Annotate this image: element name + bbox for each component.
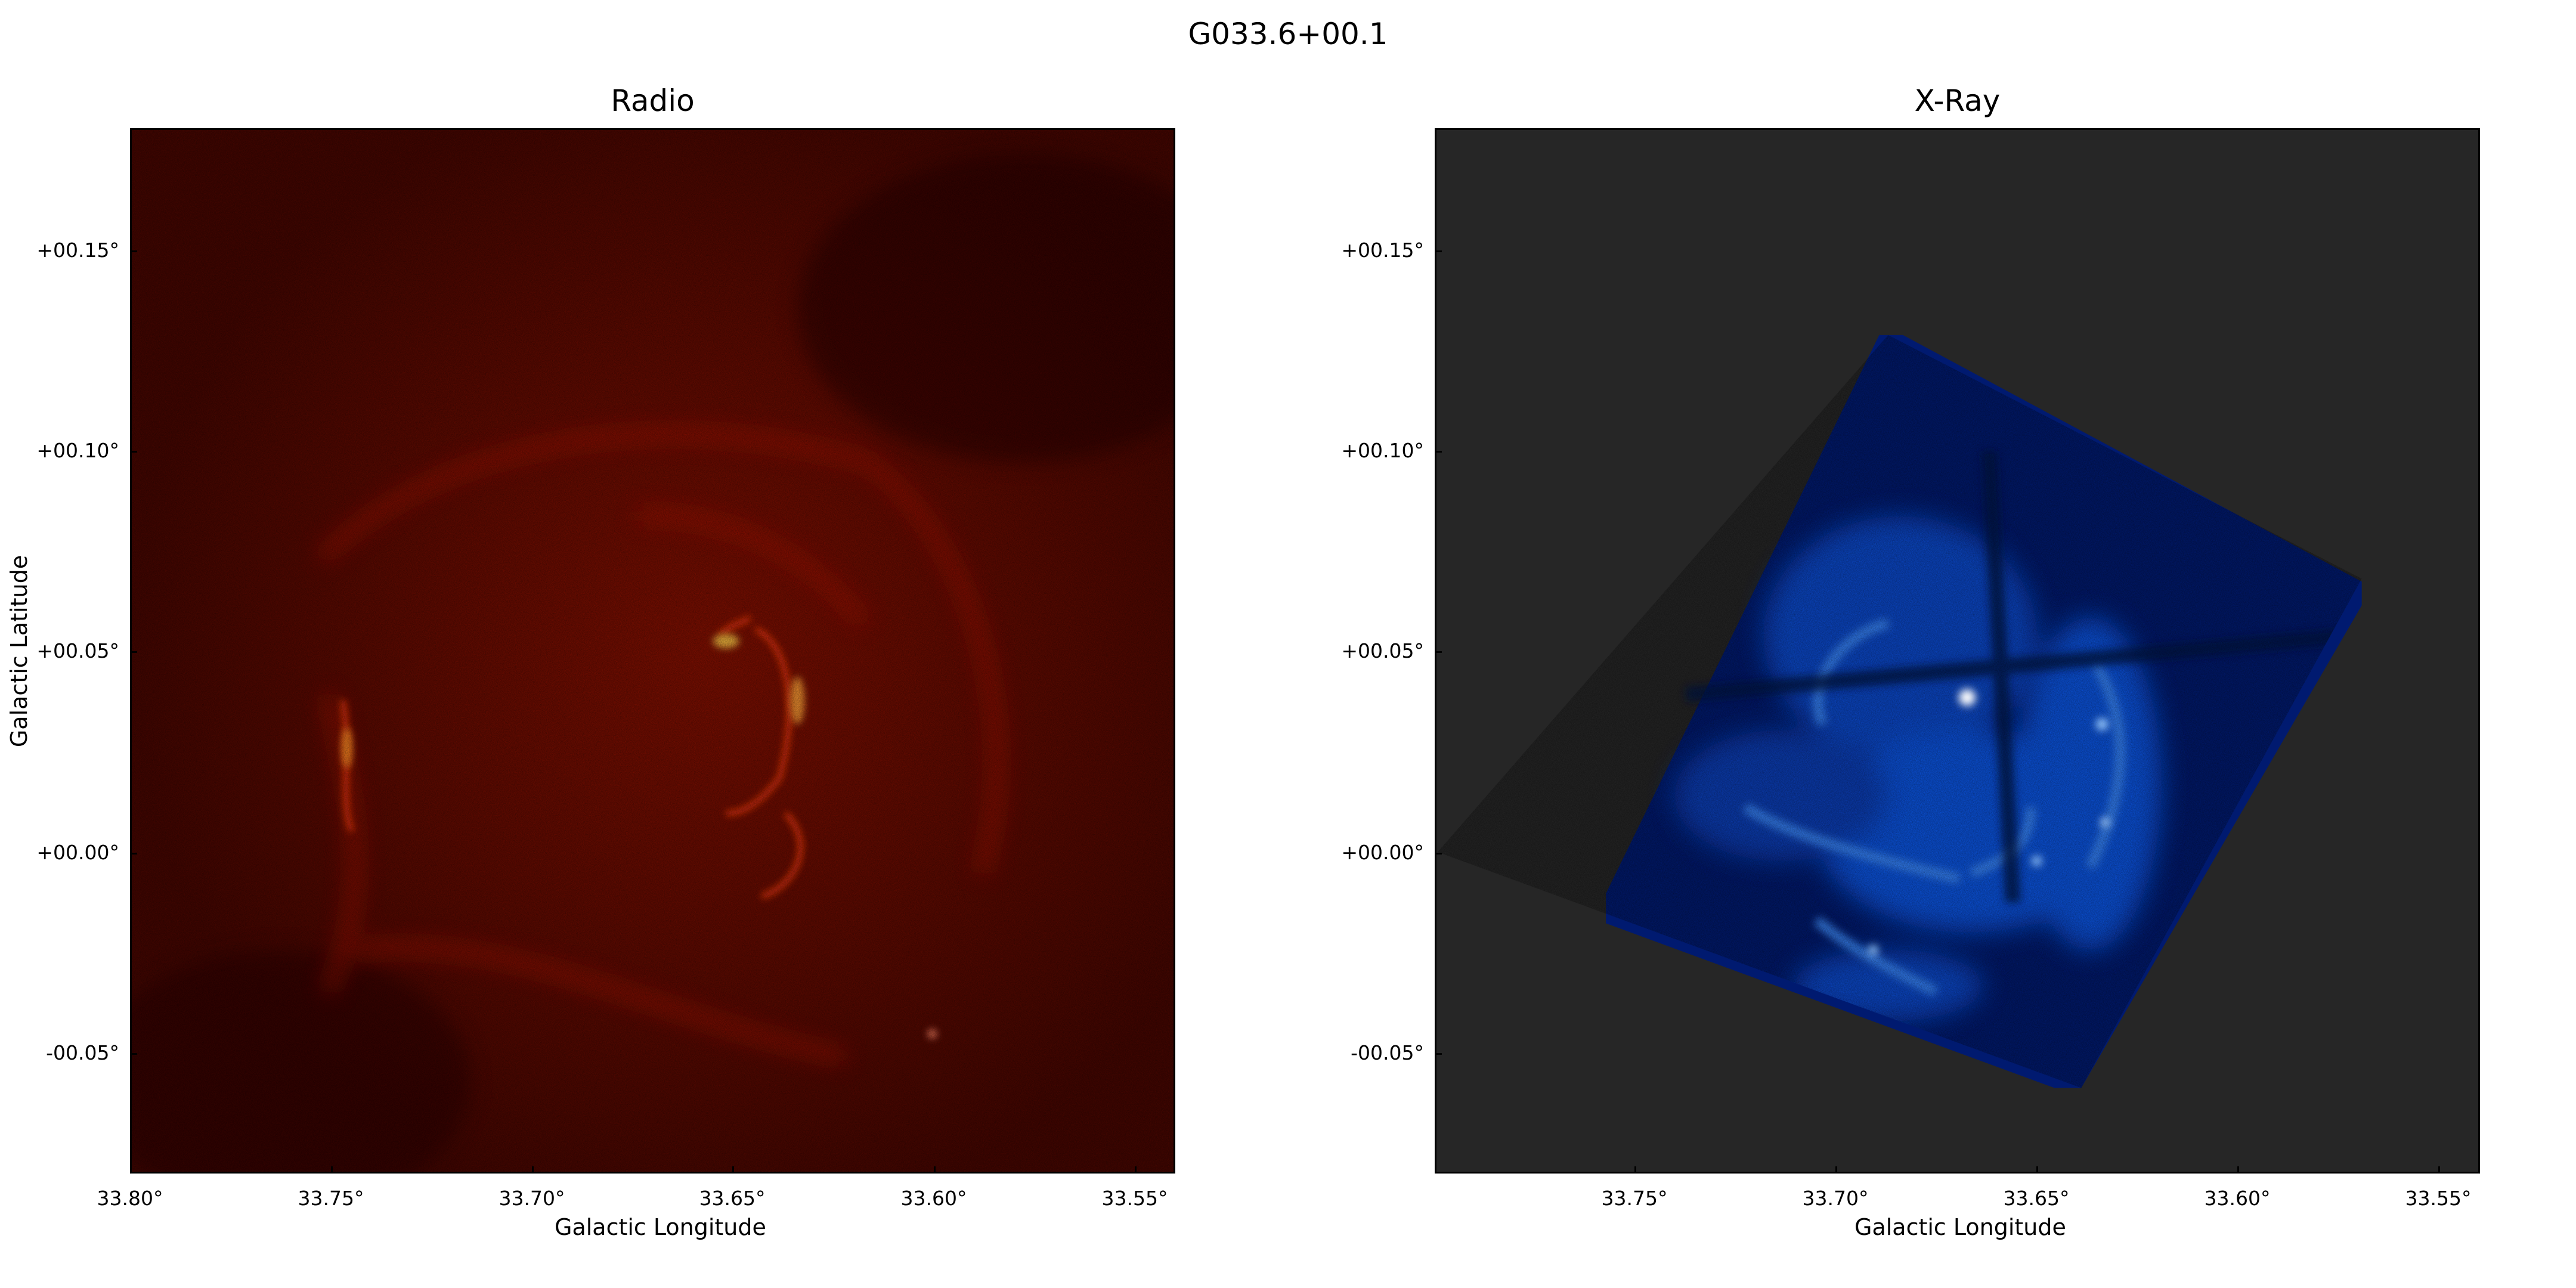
xray-ytick-mark bbox=[1435, 1053, 1442, 1055]
xray-ytick-label: +00.10° bbox=[1341, 439, 1424, 462]
xray-xtick-label: 33.65° bbox=[2003, 1187, 2070, 1210]
radio-xtick-mark bbox=[532, 1166, 534, 1174]
xray-ytick-label: +00.15° bbox=[1341, 239, 1424, 262]
xray-ytick-mark bbox=[1435, 250, 1442, 252]
xray-xtick-label: 33.70° bbox=[1802, 1187, 1869, 1210]
xray-image bbox=[1435, 128, 2480, 1174]
xray-panel-title: X-Ray bbox=[1914, 83, 2001, 118]
xray-xaxis-label: Galactic Longitude bbox=[1854, 1214, 2066, 1240]
radio-ytick-mark bbox=[130, 250, 137, 252]
xray-xtick-mark bbox=[1634, 1166, 1636, 1174]
radio-ytick-mark bbox=[130, 1053, 137, 1055]
radio-xaxis-label: Galactic Longitude bbox=[555, 1214, 766, 1240]
radio-ytick-label: +00.05° bbox=[36, 639, 119, 662]
radio-xtick-label: 33.55° bbox=[1101, 1187, 1168, 1210]
xray-xtick-mark bbox=[2438, 1166, 2440, 1174]
radio-xtick-mark bbox=[130, 1166, 132, 1174]
xray-ytick-mark bbox=[1435, 651, 1442, 653]
radio-xtick-label: 33.65° bbox=[699, 1187, 766, 1210]
radio-xtick-label: 33.60° bbox=[900, 1187, 967, 1210]
xray-ytick-label: +00.05° bbox=[1341, 639, 1424, 662]
radio-ytick-label: +00.15° bbox=[36, 239, 119, 262]
radio-ytick-label: -00.05° bbox=[46, 1041, 119, 1064]
radio-ytick-mark bbox=[130, 451, 137, 453]
radio-yaxis-label: Galactic Latitude bbox=[6, 555, 32, 748]
radio-xtick-label: 33.75° bbox=[298, 1187, 364, 1210]
xray-ytick-mark bbox=[1435, 451, 1442, 453]
radio-image bbox=[130, 128, 1175, 1174]
radio-xtick-mark bbox=[934, 1166, 936, 1174]
radio-xtick-mark bbox=[732, 1166, 734, 1174]
radio-xtick-label: 33.80° bbox=[97, 1187, 163, 1210]
xray-ytick-label: -00.05° bbox=[1351, 1041, 1424, 1064]
xray-xtick-label: 33.75° bbox=[1601, 1187, 1668, 1210]
radio-ytick-label: +00.10° bbox=[36, 439, 119, 462]
xray-xtick-label: 33.60° bbox=[2204, 1187, 2271, 1210]
radio-xtick-mark bbox=[331, 1166, 333, 1174]
radio-ytick-label: +00.00° bbox=[36, 841, 119, 864]
xray-xtick-label: 33.55° bbox=[2405, 1187, 2472, 1210]
xray-ytick-mark bbox=[1435, 853, 1442, 854]
radio-panel-title: Radio bbox=[611, 83, 695, 118]
xray-xtick-mark bbox=[1835, 1166, 1837, 1174]
xray-xtick-mark bbox=[2237, 1166, 2239, 1174]
radio-xtick-label: 33.70° bbox=[499, 1187, 565, 1210]
radio-ytick-mark bbox=[130, 651, 137, 653]
radio-xtick-mark bbox=[1135, 1166, 1137, 1174]
radio-ytick-mark bbox=[130, 853, 137, 854]
xray-ytick-label: +00.00° bbox=[1341, 841, 1424, 864]
figure-title: G033.6+00.1 bbox=[1188, 17, 1388, 51]
xray-xtick-mark bbox=[2036, 1166, 2038, 1174]
